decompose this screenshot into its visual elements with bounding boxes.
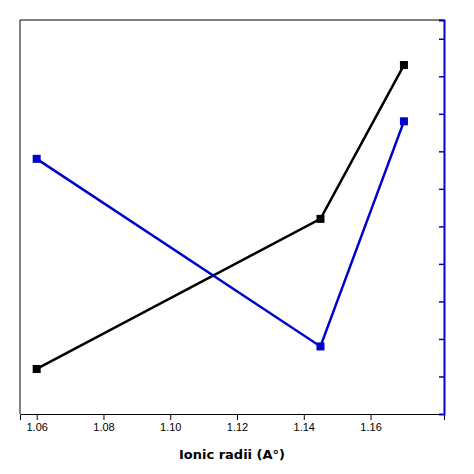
- y2-axis: [439, 21, 445, 415]
- x-tick-mark: [304, 414, 305, 420]
- y2-tick: [439, 301, 444, 302]
- x-tick-mark: [371, 414, 372, 420]
- marker: [33, 365, 41, 373]
- x-tick-label: 1.08: [93, 421, 114, 433]
- x-axis-line: [21, 415, 445, 421]
- marker: [400, 117, 408, 125]
- y2-tick-mark: [439, 226, 444, 228]
- y2-tick: [439, 151, 444, 152]
- x-tick: 1.10: [160, 414, 181, 433]
- x-tick-mark: [37, 414, 38, 420]
- frame-left: [20, 20, 21, 414]
- marker: [316, 215, 324, 223]
- x-tick: 1.14: [294, 414, 315, 433]
- y2-tick: [439, 39, 444, 40]
- x-axis-label: Ionic radii (A°): [179, 447, 285, 462]
- x-tick-mark: [170, 414, 171, 420]
- y2-tick-mark: [439, 76, 444, 78]
- x-tick: 1.06: [26, 414, 47, 433]
- plot: 1.06 1.08 1.10 1.12 1.14 1.16: [20, 20, 445, 433]
- y2-tick-mark: [439, 189, 444, 191]
- x-tick: 1.12: [227, 414, 248, 433]
- marks: [33, 61, 408, 373]
- line: [37, 121, 404, 346]
- y2-tick-mark: [439, 114, 444, 116]
- y2-tick-mark: [439, 264, 444, 266]
- y2-axis-line: [439, 21, 445, 415]
- marker: [400, 61, 408, 69]
- x-tick-label: 1.12: [227, 421, 248, 433]
- x-tick-label: 1.06: [26, 421, 47, 433]
- x-tick-label: 1.16: [360, 421, 381, 433]
- y2-tick: [439, 339, 444, 340]
- x-tick: 1.16: [360, 414, 381, 433]
- y2-tick: [439, 114, 444, 115]
- x-tick-label: 1.10: [160, 421, 181, 433]
- x-tick-mark: [103, 414, 104, 420]
- marker: [316, 342, 324, 350]
- y2-tick-mark: [439, 151, 444, 153]
- y2-tick: [439, 189, 444, 190]
- y2-tick: [439, 264, 444, 265]
- chart: 1.06 1.08 1.10 1.12 1.14 1.16 Ionic radii (A°): [0, 0, 474, 474]
- x-tick: 1.08: [93, 414, 114, 433]
- frame-top: [20, 20, 444, 21]
- y2-tick-mark: [439, 339, 444, 341]
- y2-tick-mark: [439, 301, 444, 303]
- x-tick-label: 1.14: [294, 421, 315, 433]
- y2-tick-mark: [439, 376, 444, 378]
- y2-tick: [439, 76, 444, 77]
- y2-tick: [439, 226, 444, 227]
- x-axis: 1.06 1.08 1.10 1.12 1.14 1.16: [21, 414, 445, 433]
- y2-tick-mark: [439, 39, 444, 41]
- line: [37, 65, 404, 369]
- x-tick-mark: [237, 414, 238, 420]
- y2-tick: [439, 376, 444, 377]
- marker: [33, 155, 41, 163]
